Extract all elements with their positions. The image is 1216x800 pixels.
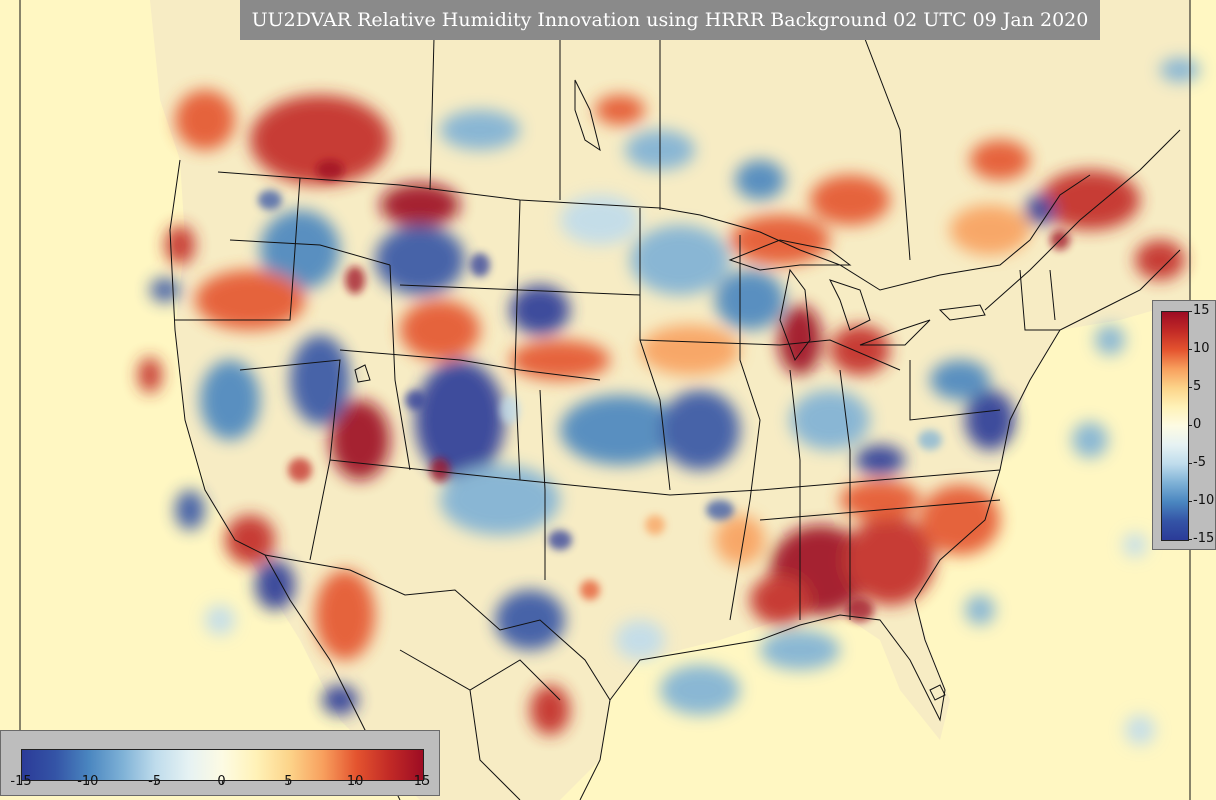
colorbar-vertical-tick — [1188, 425, 1192, 426]
colorbar-vertical: 15 10 5 0 -5 -10 -15 — [1152, 300, 1216, 550]
lake-michigan — [779, 268, 811, 362]
colorbar-horizontal-tick — [154, 780, 156, 784]
colorbar-horizontal-tick-label: 0 — [217, 774, 226, 789]
state-line-4 — [399, 284, 641, 296]
st-lawrence — [984, 129, 1181, 311]
state-line-15 — [759, 499, 1001, 521]
colorbar-vertical-ramp — [1161, 311, 1189, 541]
state-line-1 — [175, 177, 301, 321]
state-line-13 — [839, 369, 851, 620]
state-line-2 — [229, 239, 391, 266]
state-line-6 — [514, 199, 521, 481]
colorbar-horizontal-tick — [21, 780, 22, 784]
innovation-speckle — [258, 160, 1070, 622]
lake-huron — [829, 279, 871, 331]
gulf-coast — [609, 599, 946, 722]
state-line-10 — [639, 339, 901, 371]
colorbar-vertical-tick — [1188, 349, 1192, 350]
state-line-5 — [389, 264, 411, 471]
state-line-11 — [239, 359, 341, 561]
colorbar-vertical-tick-label: 0 — [1193, 417, 1202, 432]
state-line-17 — [1019, 269, 1060, 331]
colorbar-horizontal-tick — [221, 780, 223, 784]
colorbar-vertical-tick — [1188, 463, 1192, 464]
state-line-12 — [789, 369, 801, 620]
mexico-line-1 — [399, 649, 561, 701]
lake-okeechobee — [929, 684, 946, 701]
mexico-east-coast — [579, 699, 611, 800]
colorbar-horizontal-tick-label: 10 — [346, 774, 364, 789]
west-coast — [169, 159, 266, 556]
colorbar-horizontal-tick-label: -15 — [10, 774, 32, 789]
colorbar-horizontal-tick — [288, 780, 290, 784]
colorbar-horizontal-tick-label: -5 — [148, 774, 162, 789]
colorbar-horizontal: -15 -10 -5 0 5 10 15 — [0, 730, 440, 796]
map-boundaries — [169, 0, 1181, 800]
colorbar-vertical-tick — [1188, 501, 1192, 502]
colorbar-vertical-tick-label: -5 — [1193, 455, 1206, 470]
map-title: UU2DVAR Relative Humidity Innovation usi… — [240, 0, 1100, 40]
state-line-3 — [339, 349, 601, 381]
mexico-line-2 — [469, 689, 521, 800]
colorbar-horizontal-tick-label: -10 — [77, 774, 99, 789]
canada-line-4 — [849, 0, 911, 261]
state-line-14 — [909, 360, 1001, 421]
colorbar-vertical-tick-label: 5 — [1193, 379, 1202, 394]
colorbar-vertical-tick-label: -10 — [1193, 493, 1215, 508]
colorbar-vertical-tick-label: 15 — [1193, 303, 1210, 318]
state-line-9 — [729, 235, 761, 621]
state-line-16 — [539, 389, 546, 580]
great-salt-lake — [354, 364, 371, 383]
east-coast — [914, 249, 1181, 601]
lake-winnipeg — [574, 79, 601, 152]
state-line-8 — [329, 459, 1001, 496]
colorbar-horizontal-tick — [422, 780, 423, 784]
colorbar-vertical-tick — [1188, 539, 1192, 540]
colorbar-horizontal-ramp — [21, 749, 424, 781]
innovation-field — [138, 58, 1200, 745]
colorbar-horizontal-tick-label: 5 — [284, 774, 293, 789]
lake-ontario — [938, 304, 986, 321]
us-mexico-border — [264, 554, 611, 701]
colorbar-vertical-tick — [1188, 311, 1192, 312]
colorbar-horizontal-tick — [87, 780, 89, 784]
colorbar-vertical-tick-label: 10 — [1193, 341, 1210, 356]
state-line-18 — [1049, 269, 1056, 321]
state-line-7 — [639, 208, 671, 491]
colorbar-horizontal-tick — [355, 780, 357, 784]
colorbar-vertical-tick — [1188, 387, 1192, 388]
lake-erie — [859, 319, 931, 346]
colorbar-horizontal-tick-label: 15 — [413, 774, 431, 789]
lake-superior — [728, 239, 852, 271]
colorbar-vertical-tick-label: -15 — [1193, 531, 1215, 546]
us-canada-border — [217, 171, 1091, 291]
